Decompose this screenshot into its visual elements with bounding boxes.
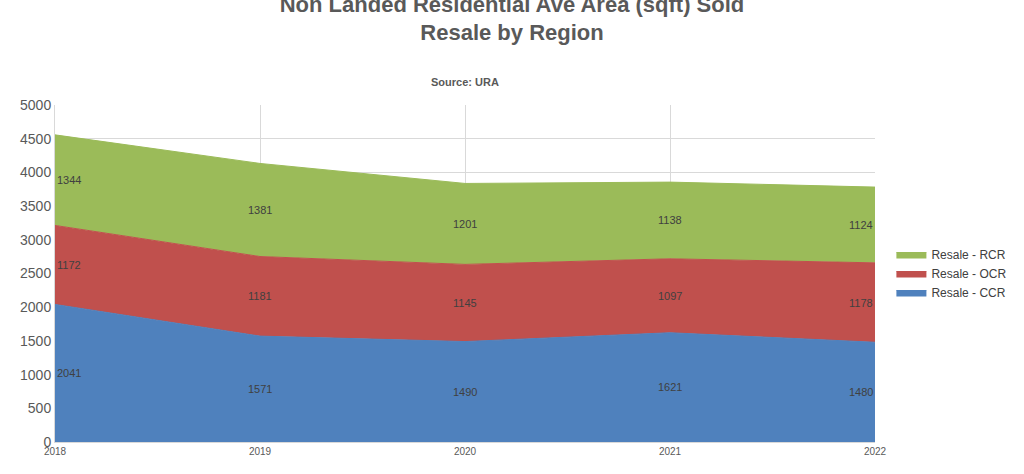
svg-text:500: 500 bbox=[28, 400, 52, 416]
svg-text:1381: 1381 bbox=[248, 204, 272, 216]
svg-text:Non Landed Residential Ave Are: Non Landed Residential Ave Area (sqft) S… bbox=[280, 0, 745, 45]
svg-text:3000: 3000 bbox=[20, 232, 51, 248]
svg-text:1181: 1181 bbox=[248, 290, 272, 302]
svg-text:Source: URA: Source: URA bbox=[431, 76, 499, 88]
svg-text:1000: 1000 bbox=[20, 367, 51, 383]
svg-text:1621: 1621 bbox=[658, 381, 682, 393]
svg-text:Resale - RCR: Resale - RCR bbox=[931, 248, 1005, 262]
svg-text:1124: 1124 bbox=[849, 219, 873, 231]
svg-text:2018: 2018 bbox=[44, 446, 67, 457]
svg-text:3500: 3500 bbox=[20, 198, 51, 214]
svg-text:4000: 4000 bbox=[20, 164, 51, 180]
svg-text:Resale - CCR: Resale - CCR bbox=[931, 286, 1005, 300]
svg-text:2000: 2000 bbox=[20, 299, 51, 315]
svg-text:1178: 1178 bbox=[849, 297, 873, 309]
svg-text:4500: 4500 bbox=[20, 131, 51, 147]
svg-text:1097: 1097 bbox=[658, 290, 682, 302]
svg-text:5000: 5000 bbox=[20, 97, 51, 113]
svg-text:2041: 2041 bbox=[57, 367, 81, 379]
svg-text:2500: 2500 bbox=[20, 265, 51, 281]
svg-text:1500: 1500 bbox=[20, 333, 51, 349]
svg-text:0: 0 bbox=[43, 434, 51, 450]
svg-text:1344: 1344 bbox=[57, 174, 81, 186]
svg-text:1490: 1490 bbox=[453, 386, 477, 398]
svg-text:1480: 1480 bbox=[849, 386, 873, 398]
svg-text:1138: 1138 bbox=[658, 214, 682, 226]
svg-text:1571: 1571 bbox=[248, 383, 272, 395]
svg-text:2019: 2019 bbox=[249, 446, 272, 457]
svg-text:2021: 2021 bbox=[659, 446, 682, 457]
svg-text:Resale - OCR: Resale - OCR bbox=[931, 267, 1006, 281]
svg-text:1172: 1172 bbox=[57, 259, 81, 271]
svg-text:2020: 2020 bbox=[454, 446, 477, 457]
svg-text:2022: 2022 bbox=[864, 446, 887, 457]
svg-text:1145: 1145 bbox=[453, 297, 477, 309]
svg-text:1201: 1201 bbox=[453, 218, 477, 230]
